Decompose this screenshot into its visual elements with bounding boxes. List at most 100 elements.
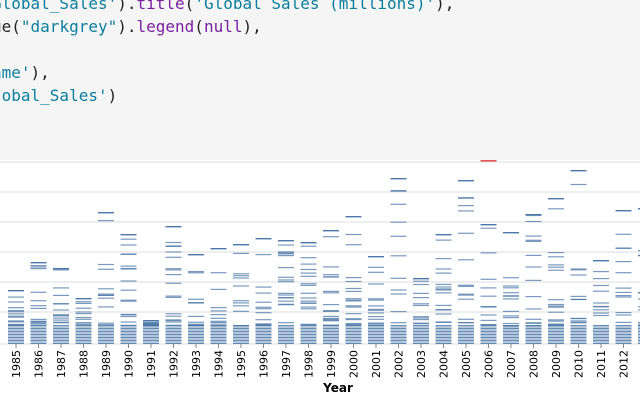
- sales-tick: [53, 319, 69, 321]
- sales-tick: [323, 292, 339, 294]
- sales-tick: [188, 328, 204, 329]
- sales-tick: [615, 312, 632, 314]
- sales-tick: [323, 340, 339, 341]
- sales-tick: [255, 238, 272, 240]
- sales-tick: [390, 255, 407, 257]
- sales-tick: [480, 326, 497, 328]
- sales-tick: [233, 310, 249, 312]
- x-tick-label: 1993: [190, 350, 203, 378]
- sales-tick: [503, 328, 519, 329]
- sales-tick: [233, 277, 249, 279]
- sales-tick: [300, 337, 317, 338]
- year-column: 1991: [143, 320, 159, 378]
- sales-tick: [638, 335, 640, 337]
- x-tick-label: 2012: [618, 350, 631, 378]
- sales-tick: [278, 253, 294, 255]
- sales-tick: [30, 262, 47, 264]
- sales-tick: [435, 239, 452, 241]
- sales-tick: [323, 320, 339, 322]
- sales-tick: [300, 242, 317, 244]
- sales-tick: [323, 290, 339, 292]
- code-editor[interactable]: Global_Sales').title('Global Sales (mill…: [0, 0, 640, 160]
- sales-tick: [323, 304, 339, 306]
- sales-tick: [593, 314, 609, 317]
- sales-tick: [278, 332, 294, 334]
- sales-tick: [8, 335, 24, 337]
- sales-tick: [570, 340, 587, 341]
- sales-tick: [345, 313, 362, 315]
- year-column: 2002: [390, 178, 407, 378]
- sales-tick: [435, 321, 452, 323]
- sales-tick: [368, 271, 384, 273]
- sales-tick: [368, 341, 384, 343]
- sales-tick: [593, 271, 609, 273]
- sales-tick: [188, 272, 204, 274]
- sales-tick: [165, 313, 182, 315]
- sales-tick: [300, 302, 317, 304]
- sales-tick: [165, 337, 182, 338]
- sales-tick: [435, 329, 452, 331]
- sales-tick: [120, 313, 137, 315]
- sales-tick: [548, 303, 564, 306]
- sales-tick: [525, 214, 542, 216]
- sales-tick: [593, 331, 609, 332]
- year-column: 1993: [188, 254, 204, 378]
- sales-tick: [593, 302, 609, 304]
- sales-tick: [638, 337, 640, 338]
- sales-tick: [98, 268, 114, 270]
- sales-tick: [278, 304, 294, 306]
- sales-tick: [323, 317, 339, 319]
- sales-tick: [143, 334, 159, 335]
- sales-tick: [548, 208, 564, 210]
- sales-tick: [615, 296, 632, 298]
- sales-tick: [638, 208, 640, 210]
- sales-tick: [548, 326, 564, 328]
- sales-tick: [255, 286, 272, 288]
- sales-tick: [570, 329, 587, 331]
- sales-tick: [435, 328, 452, 329]
- sales-tick: [143, 320, 159, 322]
- sales-tick: [165, 340, 182, 341]
- sales-tick: [300, 257, 317, 259]
- sales-tick: [278, 325, 294, 326]
- sales-tick: [278, 255, 294, 257]
- code-line: lobal_Sales'): [0, 84, 117, 107]
- sales-tick: [548, 341, 564, 343]
- sales-tick: [53, 315, 69, 317]
- x-tick-label: 1994: [213, 350, 226, 378]
- sales-tick: [323, 335, 339, 337]
- sales-tick: [368, 329, 384, 331]
- sales-tick: [233, 275, 249, 277]
- sales-tick: [53, 332, 69, 334]
- sales-tick: [525, 329, 542, 331]
- sales-tick: [368, 316, 384, 318]
- sales-tick: [525, 296, 542, 298]
- sales-tick: [525, 335, 542, 337]
- sales-tick: [480, 335, 497, 337]
- code-cell[interactable]: Global_Sales').title('Global Sales (mill…: [0, 0, 640, 160]
- sales-tick: [98, 343, 114, 344]
- sales-tick: [413, 329, 429, 331]
- sales-tick: [503, 332, 519, 334]
- sales-tick: [458, 298, 474, 300]
- sales-tick: [548, 299, 564, 301]
- sales-tick: [75, 307, 92, 309]
- sales-tick: [98, 297, 114, 299]
- code-token: "darkgrey": [20, 17, 118, 36]
- sales-tick: [638, 329, 640, 331]
- sales-tick: [503, 340, 519, 341]
- sales-tick: [390, 337, 407, 338]
- sales-tick: [345, 244, 362, 246]
- code-token: ): [107, 86, 118, 105]
- sales-tick: [413, 341, 429, 343]
- sales-tick: [255, 331, 272, 332]
- sales-tick: [300, 340, 317, 341]
- x-tick-label: 2002: [393, 350, 406, 378]
- sales-tick: [345, 328, 362, 329]
- sales-tick: [413, 326, 429, 328]
- sales-tick: [30, 338, 47, 340]
- code-token: 'Global Sales (millions)': [194, 0, 436, 13]
- sales-tick: [165, 329, 182, 331]
- code-token: ue(: [0, 17, 21, 36]
- sales-tick: [143, 341, 159, 343]
